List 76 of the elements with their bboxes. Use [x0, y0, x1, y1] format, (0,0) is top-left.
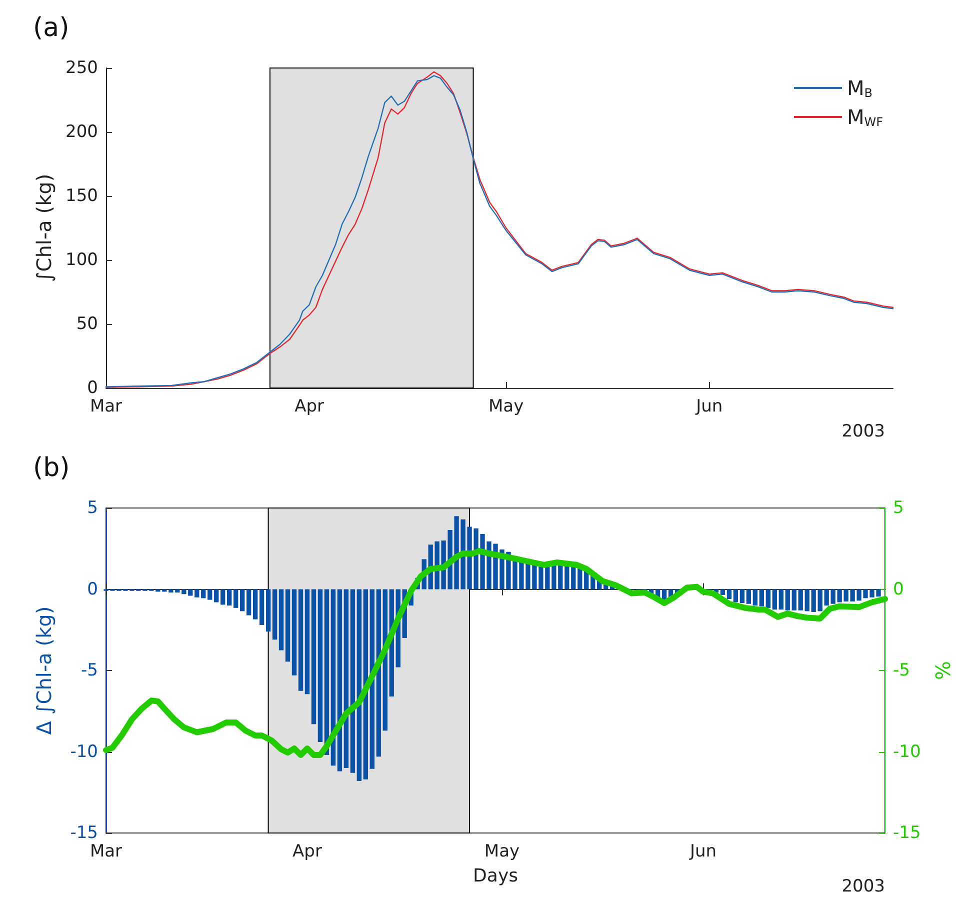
y-tick-label: 100 [66, 250, 98, 270]
bar [746, 589, 752, 604]
bar [214, 589, 219, 602]
bar [233, 589, 238, 608]
y-tick-label: 200 [66, 122, 98, 142]
x-tick-label: Mar [90, 396, 122, 416]
bar [194, 589, 200, 598]
x-tick-label: Apr [292, 842, 322, 862]
bar [778, 589, 784, 610]
bar [311, 589, 316, 724]
bar [344, 589, 349, 768]
bar [792, 589, 796, 610]
y-tick-label: 0 [87, 579, 98, 600]
y-tick-label: -15 [70, 823, 98, 843]
bar [804, 589, 810, 612]
bar [272, 589, 278, 640]
chart-title: (a) [33, 13, 70, 43]
bar [304, 589, 310, 694]
bar [240, 589, 245, 612]
bar [785, 589, 790, 610]
bar [208, 589, 212, 600]
y2-tick-label: 0 [893, 579, 904, 600]
bar [285, 589, 290, 662]
bar [356, 589, 362, 781]
y-tick-label: 0 [87, 378, 98, 398]
text: 2003 [842, 422, 885, 442]
bar [766, 589, 770, 608]
y-tick-label: 150 [66, 186, 98, 206]
x-axis-title: Days [473, 866, 518, 886]
bar [759, 589, 764, 606]
bar [259, 589, 264, 625]
text: 2003 [842, 876, 885, 896]
x-tick-label: Apr [294, 396, 324, 416]
bar [363, 589, 368, 780]
bar [278, 589, 284, 650]
bar [292, 589, 297, 676]
y2-tick-label: -15 [893, 823, 921, 843]
y-tick-label: 5 [87, 498, 98, 518]
y-axis-title: Δ ∫Chl-a (kg) [32, 606, 56, 735]
bar [298, 589, 304, 691]
x-tick-label: Mar [90, 842, 122, 862]
bar [227, 589, 232, 606]
y2-tick-label: -10 [893, 742, 921, 762]
y2-axis-title: % [931, 660, 955, 680]
bar [733, 589, 738, 602]
bar [266, 589, 271, 632]
bar [220, 589, 226, 605]
x-tick-label: May [484, 842, 520, 862]
bar [726, 589, 732, 599]
bar [720, 589, 726, 595]
bar [330, 589, 336, 766]
x-tick-label: Jun [688, 842, 717, 862]
bar [798, 589, 803, 610]
legend-label: MWF [846, 105, 884, 129]
bar [201, 589, 206, 598]
y-tick-label: -10 [70, 742, 98, 762]
x-tick-label: Jun [695, 396, 723, 416]
bar [752, 589, 758, 606]
y-tick-label: -5 [81, 660, 98, 680]
y2-tick-label: -5 [893, 660, 910, 680]
bar [318, 589, 323, 742]
y2-tick-label: 5 [893, 498, 904, 518]
legend-label: MB [846, 76, 872, 100]
bar [740, 589, 745, 604]
bar [252, 589, 258, 620]
bar [246, 589, 252, 616]
bar [337, 589, 342, 772]
bar [772, 589, 777, 610]
y-tick-label: 50 [76, 314, 98, 334]
y-axis-title: ∫Chl-a (kg) [32, 174, 56, 282]
bar [350, 589, 356, 773]
bar [324, 589, 330, 755]
y-tick-label: 250 [66, 58, 98, 78]
bar [188, 589, 193, 596]
chart-title: (b) [33, 453, 70, 483]
x-tick-label: May [488, 396, 524, 416]
